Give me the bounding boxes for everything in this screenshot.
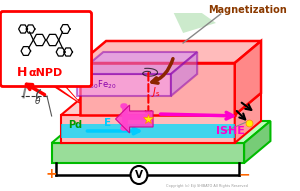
Text: E: E (104, 118, 112, 128)
Text: αNPD: αNPD (29, 68, 63, 78)
Polygon shape (50, 84, 80, 103)
Polygon shape (61, 93, 261, 115)
Polygon shape (61, 115, 235, 143)
Text: $J_{\rm s}$: $J_{\rm s}$ (151, 85, 161, 99)
Polygon shape (244, 121, 270, 163)
Polygon shape (235, 93, 261, 143)
Text: Pd: Pd (68, 120, 83, 130)
Text: $\theta$: $\theta$ (34, 95, 41, 106)
Polygon shape (52, 121, 270, 143)
Polygon shape (171, 52, 197, 96)
Circle shape (130, 166, 147, 184)
Text: V: V (135, 170, 143, 180)
Text: Copyright (c) Eiji SHIBATO All Rights Reserved: Copyright (c) Eiji SHIBATO All Rights Re… (166, 184, 248, 188)
FancyBboxPatch shape (1, 11, 91, 87)
Polygon shape (116, 105, 153, 133)
Text: −: − (238, 167, 250, 181)
Polygon shape (77, 52, 197, 74)
Text: Magnetization: Magnetization (208, 5, 287, 15)
Text: H: H (17, 66, 27, 79)
Polygon shape (61, 124, 235, 138)
Polygon shape (52, 83, 79, 102)
Polygon shape (174, 13, 216, 33)
Polygon shape (52, 143, 244, 163)
Text: +: + (46, 167, 58, 181)
Polygon shape (77, 74, 171, 96)
Polygon shape (235, 41, 261, 115)
Polygon shape (80, 41, 261, 63)
Text: ISHE: ISHE (216, 126, 245, 136)
Polygon shape (80, 63, 235, 115)
Text: $\rm Ni_{80}Fe_{20}$: $\rm Ni_{80}Fe_{20}$ (81, 79, 116, 91)
